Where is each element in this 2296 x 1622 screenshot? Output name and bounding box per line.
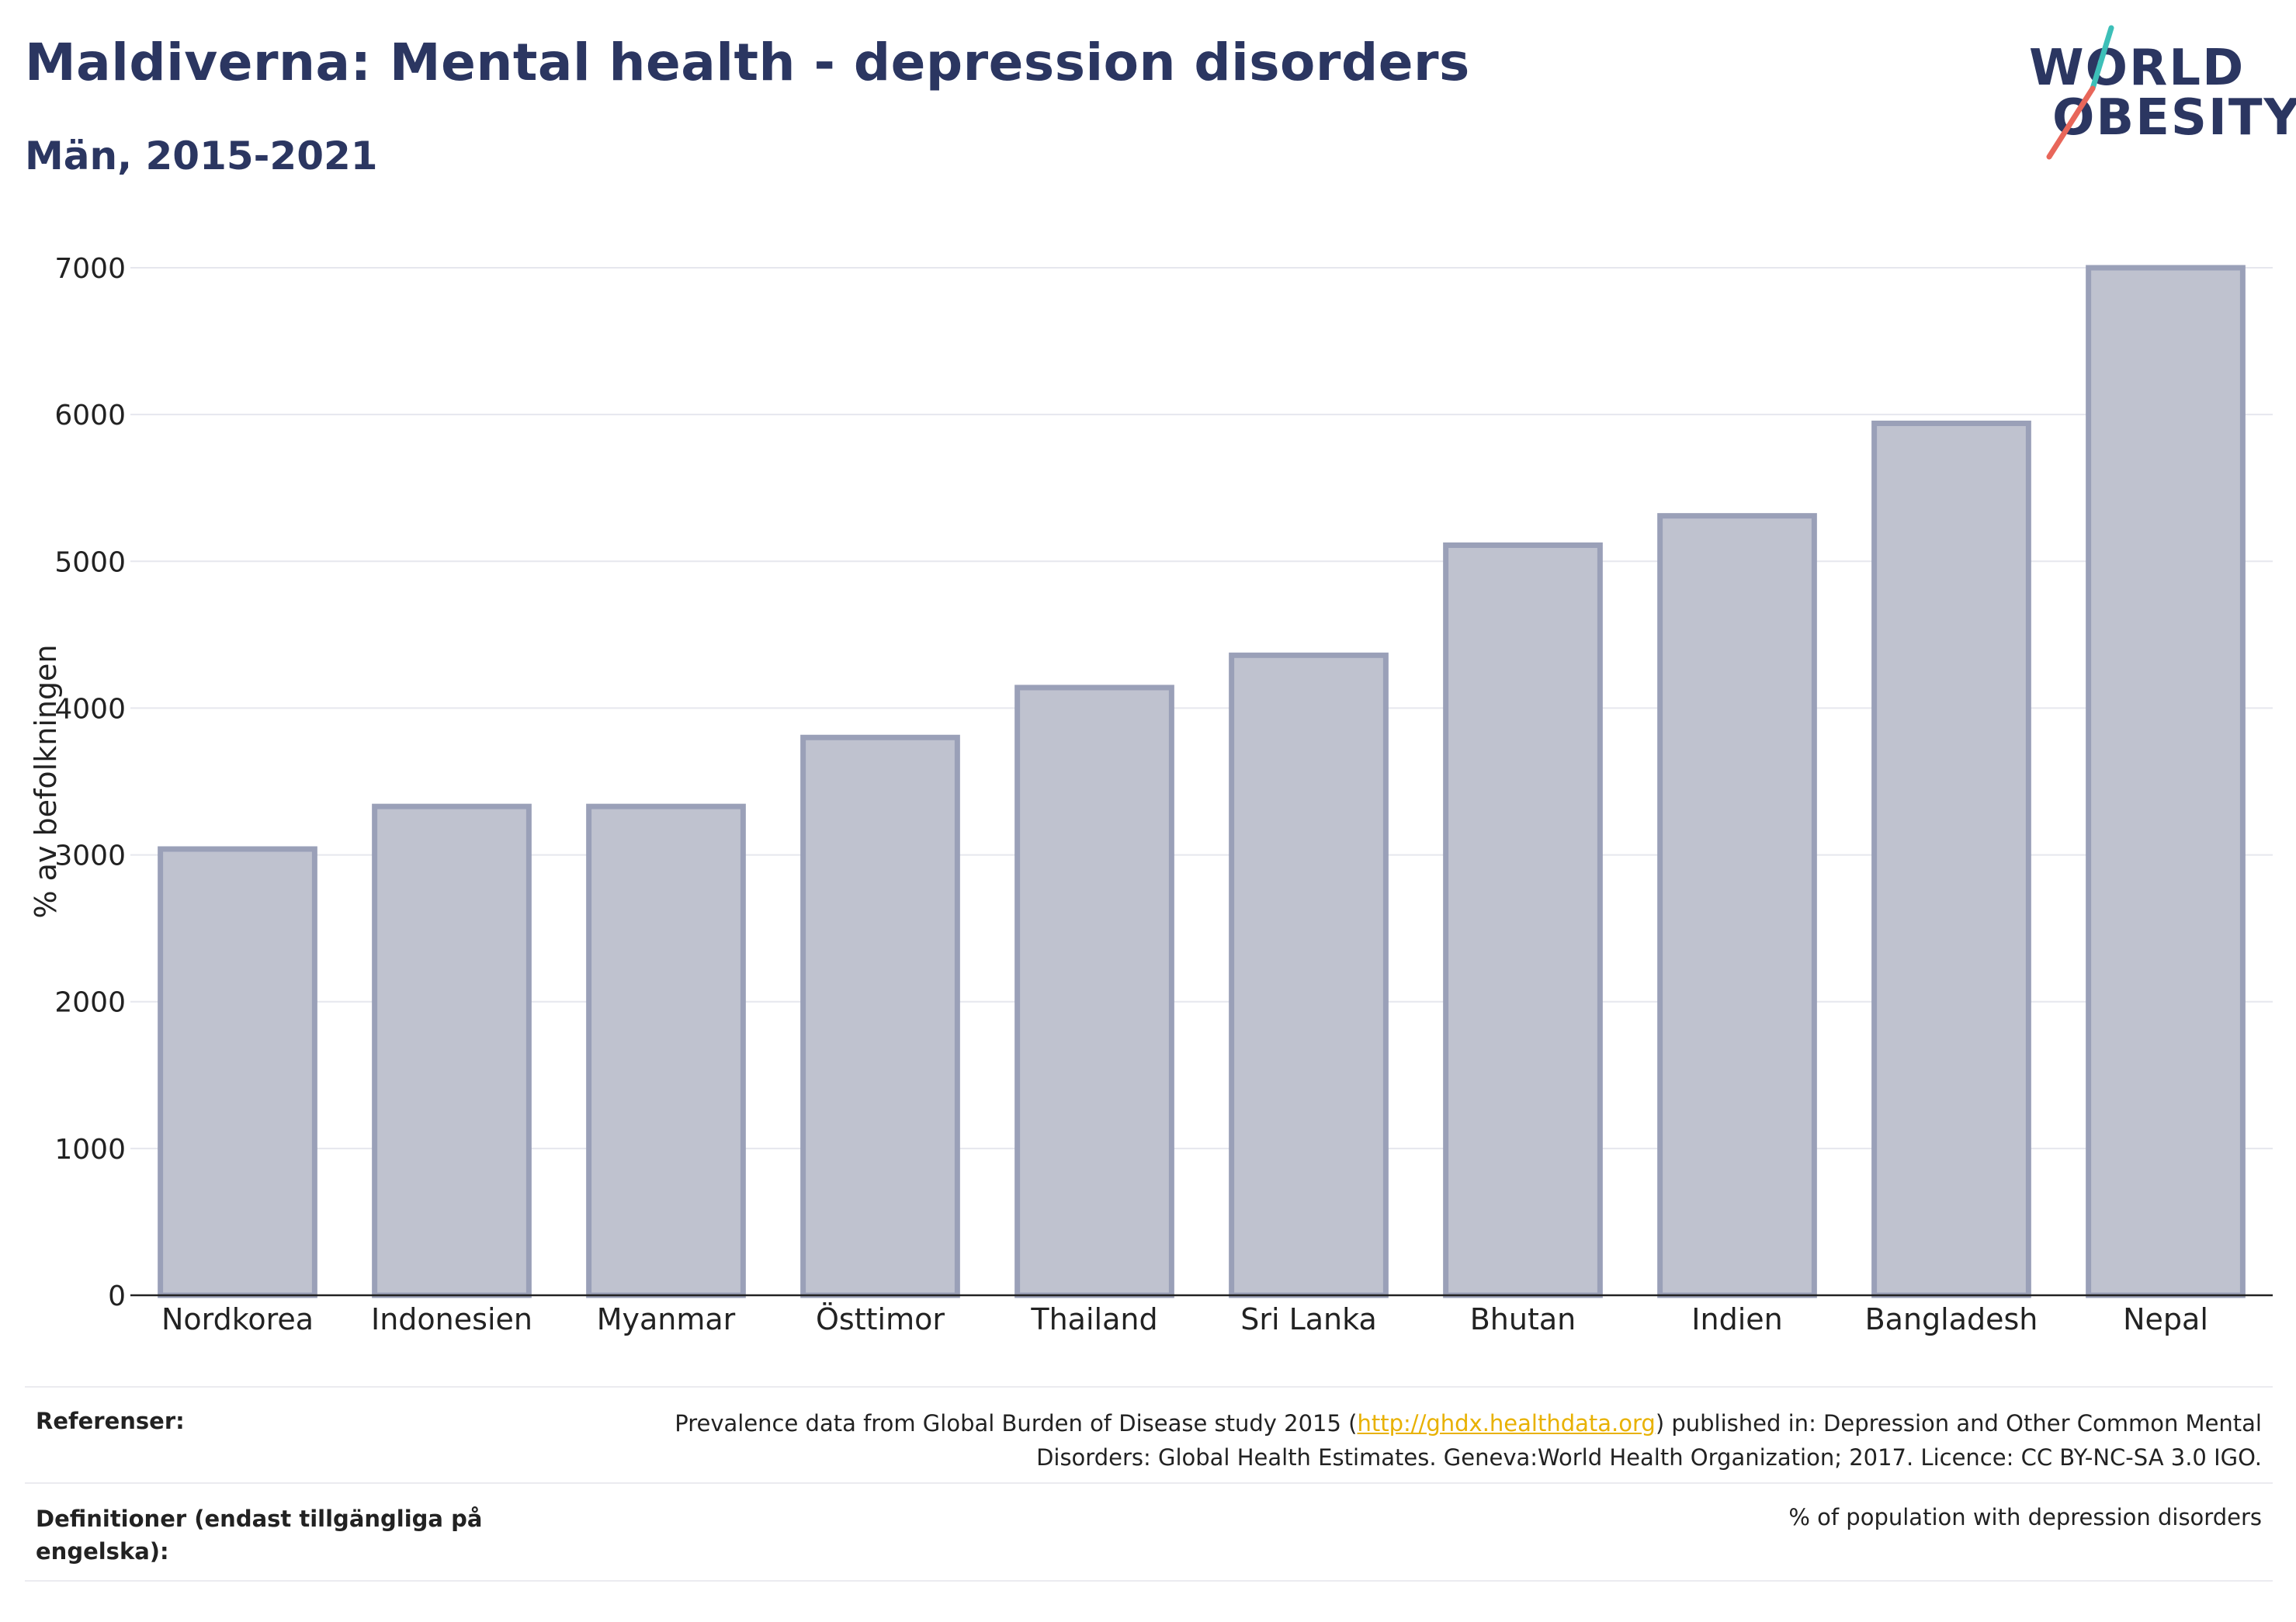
x-tick-label: Sri Lanka: [1240, 1302, 1377, 1336]
x-tick-label: Bangladesh: [1865, 1302, 2038, 1336]
x-tick-label: Nordkorea: [161, 1302, 314, 1336]
y-tick-label: 3000: [54, 840, 126, 872]
y-tick-label: 0: [108, 1281, 126, 1312]
bar: [1443, 542, 1603, 1298]
y-tick-label: 1000: [54, 1134, 126, 1166]
bar: [372, 803, 532, 1298]
footer-divider-top: [25, 1386, 2273, 1388]
references-text: Prevalence data from Global Burden of Di…: [632, 1406, 2262, 1475]
chart-title: Maldiverna: Mental health - depression d…: [25, 33, 1470, 92]
bar: [1229, 652, 1389, 1298]
y-tick-label: 7000: [54, 253, 126, 285]
bar: [2086, 265, 2246, 1298]
bar: [1871, 420, 2031, 1298]
x-axis-ticks: Nordkorea Indonesien Myanmar Östtimor Thaila…: [161, 1302, 2208, 1336]
logo-text-world: WORLD: [2029, 40, 2246, 97]
bar: [158, 846, 317, 1298]
x-tick-label: Myanmar: [597, 1302, 736, 1336]
world-obesity-logo: WORLD OBESITY: [2026, 25, 2296, 165]
y-tick-label: 5000: [54, 546, 126, 578]
references-text-after: ) published in: Depression and Other Com…: [1036, 1410, 2262, 1471]
x-tick-label: Indonesien: [371, 1302, 532, 1336]
references-label: Referenser:: [36, 1408, 185, 1434]
y-tick-label: 4000: [54, 693, 126, 725]
bar: [1014, 684, 1174, 1298]
footer-divider-bottom: [25, 1580, 2273, 1582]
y-tick-label: 2000: [54, 987, 126, 1019]
chart-subtitle: Män, 2015-2021: [25, 133, 378, 178]
bars: [158, 265, 2246, 1298]
x-tick-label: Nepal: [2123, 1302, 2208, 1336]
bar: [800, 734, 960, 1298]
footer-divider-middle: [25, 1482, 2273, 1484]
bar: [1657, 513, 1817, 1298]
definitions-text: % of population with depression disorder…: [1788, 1504, 2262, 1530]
definitions-label: Definitioner (endast tillgängliga på eng…: [36, 1506, 483, 1565]
y-tick-label: 6000: [54, 400, 126, 431]
x-tick-label: Östtimor: [816, 1302, 945, 1336]
logo-slash-icon: [2046, 25, 2114, 160]
logo-text-obesity: OBESITY: [2052, 89, 2296, 147]
x-tick-label: Thailand: [1030, 1302, 1157, 1336]
bar: [586, 803, 746, 1298]
references-link[interactable]: http://ghdx.healthdata.org: [1357, 1410, 1656, 1437]
x-tick-label: Indien: [1691, 1302, 1782, 1336]
y-axis-label: % av befolkningen: [29, 644, 63, 918]
x-tick-label: Bhutan: [1470, 1302, 1576, 1336]
references-text-before: Prevalence data from Global Burden of Di…: [675, 1410, 1358, 1437]
y-axis-ticks: 0 1000 2000 3000 4000 5000 6000 7000: [54, 253, 126, 1312]
bar-chart: 0 1000 2000 3000 4000 5000 6000 7000 Nordkorea I…: [29, 253, 2273, 1336]
